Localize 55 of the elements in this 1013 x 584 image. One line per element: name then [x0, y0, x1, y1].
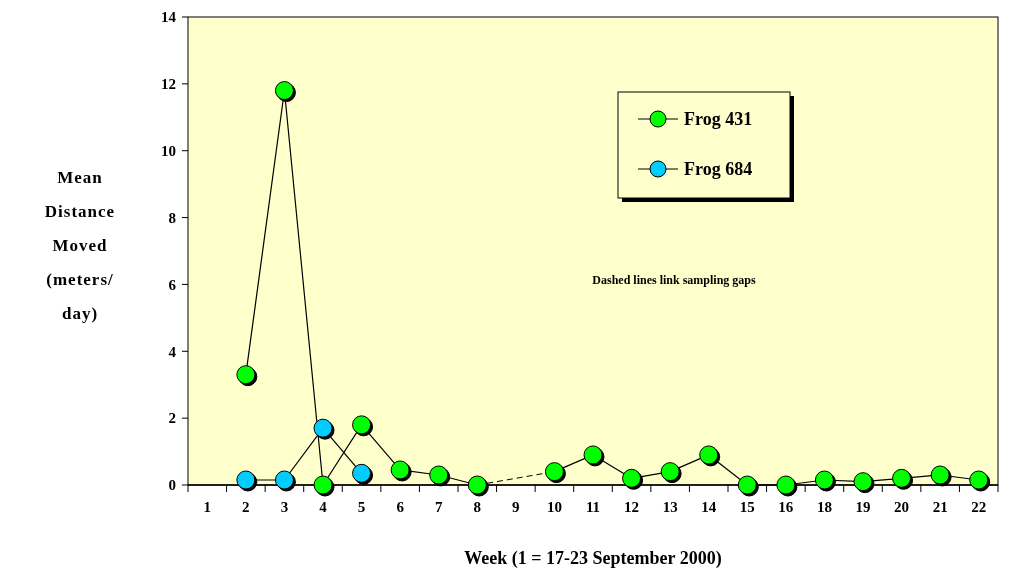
y-tick-label: 4 [168, 343, 177, 360]
point [892, 468, 912, 488]
x-tick-label: 15 [739, 499, 755, 515]
y-tick-label: 6 [168, 276, 177, 293]
x-tick-label: 11 [585, 499, 601, 515]
legend-label: Frog 684 [684, 159, 753, 180]
x-tick-label: 9 [512, 499, 520, 515]
point [699, 445, 719, 465]
x-axis-title: Week (1 = 17-23 September 2000) [464, 548, 722, 569]
y-tick-label: 0 [168, 477, 176, 494]
x-tick-label: 4 [319, 499, 328, 515]
x-tick-label: 12 [624, 499, 640, 515]
x-tick-label: 5 [357, 499, 366, 515]
legend-label: Frog 431 [684, 109, 753, 130]
point [236, 365, 256, 385]
x-tick-label: 21 [932, 499, 948, 515]
point [274, 470, 294, 490]
x-tick-label: 22 [971, 499, 987, 515]
y-tick-label: 12 [161, 76, 176, 93]
x-tick-label: 13 [662, 499, 678, 515]
point [622, 468, 642, 488]
y-tick-label: 10 [161, 142, 176, 159]
point [313, 475, 333, 495]
x-tick-label: 3 [280, 499, 289, 515]
x-tick-label: 1 [203, 499, 212, 515]
y-tick-label: 2 [168, 410, 176, 427]
point [814, 470, 834, 490]
point [969, 470, 989, 490]
point [660, 462, 680, 482]
x-tick-label: 8 [473, 499, 482, 515]
point [583, 445, 603, 465]
y-axis-title: Mean Distance Moved (meters/ day) [44, 168, 116, 323]
point [776, 475, 796, 495]
x-tick-label: 7 [434, 499, 443, 515]
point [930, 465, 950, 485]
y-tick-label: 14 [161, 9, 177, 26]
point [236, 470, 256, 490]
point [352, 415, 372, 435]
point [390, 460, 410, 480]
point [429, 465, 449, 485]
x-tick-label: 14 [701, 499, 717, 515]
y-tick-label: 8 [168, 209, 176, 226]
point [313, 418, 333, 438]
x-tick-label: 2 [242, 499, 250, 515]
x-tick-label: 16 [778, 499, 794, 515]
point [737, 475, 757, 495]
x-tick-label: 6 [396, 499, 405, 515]
annotation: Dashed lines link sampling gaps [592, 273, 757, 288]
x-tick-label: 20 [894, 499, 910, 515]
point [274, 81, 294, 101]
point [352, 463, 372, 483]
x-tick-label: 19 [855, 499, 871, 515]
x-tick-label: 10 [546, 499, 562, 515]
x-tick-label: 18 [816, 499, 832, 515]
point [853, 472, 873, 492]
